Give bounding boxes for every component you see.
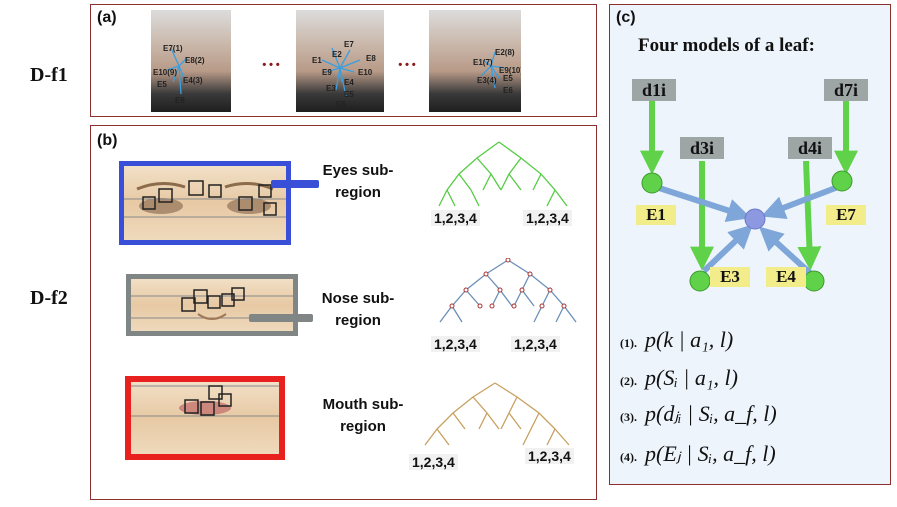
nose-region-box — [126, 274, 298, 336]
panel-b-tag: (b) — [97, 132, 118, 149]
landmark-label: E7(1) — [163, 44, 183, 53]
landmark-lines-left — [166, 47, 188, 95]
landmark-label: E1(7) — [473, 58, 493, 67]
landmark-label: E5 — [344, 90, 354, 99]
panel-a-tag: (a) — [97, 9, 117, 26]
formula-text: p(k | a₁, l) — [645, 327, 734, 352]
label-line: Eyes sub- — [322, 162, 394, 179]
tree-leaf-label: 1,2,3,4 — [431, 336, 480, 352]
landmark-label: E3(4) — [477, 76, 497, 85]
landmark-label: E4(3) — [183, 76, 203, 85]
formula-text: p(Eⱼ | Sᵢ, a_f, l) — [645, 441, 776, 466]
nose-sub-region-label: Nose sub- region — [313, 288, 403, 332]
formula-number: (3). — [620, 410, 637, 424]
mouth-tree — [424, 382, 570, 446]
landmark-lines-center — [321, 47, 361, 97]
formula-text: p(Sᵢ | a₁, l) — [645, 365, 738, 390]
eyes-sub-region-label: Eyes sub- region — [313, 160, 403, 204]
landmark-label: E2 — [332, 50, 342, 59]
formula-number: (1). — [620, 336, 637, 350]
tree-leaf-label: 1,2,3,4 — [525, 448, 574, 464]
panel-c-title: Four models of a leaf: — [638, 35, 815, 56]
label-line: Mouth sub- — [322, 396, 404, 413]
landmark-label: E10(9) — [153, 68, 178, 77]
mouth-region-box — [125, 376, 285, 460]
formula-number: (2). — [620, 374, 637, 388]
nose-patches — [181, 287, 245, 312]
landmark-label: E2(8) — [495, 48, 515, 57]
eyes-sketch — [119, 182, 291, 218]
eyes-patches — [142, 180, 277, 216]
landmark-label: E5 — [157, 80, 167, 89]
formula-2: (2). p(Sᵢ | a₁, l) — [620, 365, 738, 391]
node-label-e3: E3 — [710, 267, 750, 287]
face-image-center: E7 E2 E8 E1 E9 E10 E4 E3 E5 E6 — [296, 10, 384, 112]
label-line: region — [335, 184, 381, 201]
tree-leaf-label: 1,2,3,4 — [409, 454, 458, 470]
eyes-region-box — [119, 161, 291, 245]
landmark-label: E1 — [312, 56, 322, 65]
landmark-label: E10 — [358, 68, 373, 77]
formula-3: (3). p(dⱼᵢ | Sᵢ, a_f, l) — [620, 401, 777, 427]
landmark-lines-right — [480, 51, 506, 89]
input-box-d1i: d1i — [632, 79, 676, 101]
input-box-d3i: d3i — [680, 137, 724, 159]
nose-tree — [439, 258, 577, 323]
formula-4: (4). p(Eⱼ | Sᵢ, a_f, l) — [620, 441, 776, 467]
landmark-label: E6 — [336, 100, 346, 109]
landmark-label: E8(2) — [185, 56, 205, 65]
label-line: region — [340, 418, 386, 435]
face-image-right: E2(8) E1(7) E9(10) E3(4) E5 E6 — [429, 10, 521, 112]
input-box-d4i: d4i — [788, 137, 832, 159]
tree-leaf-label: 1,2,3,4 — [431, 210, 480, 226]
row-label-df2: D-f2 — [30, 287, 68, 309]
panel-b: (b) Eyes sub- region — [90, 125, 597, 500]
label-line: region — [335, 312, 381, 329]
face-image-left: E7(1) E8(2) E10(9) E5 E4(3) E6 — [151, 10, 231, 112]
landmark-label: E7 — [344, 40, 354, 49]
landmark-label: E9(10) — [499, 66, 521, 75]
formula-1: (1). p(k | a₁, l) — [620, 327, 733, 353]
ellipsis-right: … — [397, 49, 418, 71]
row-label-df1: D-f1 — [30, 64, 68, 86]
landmark-label: E3 — [326, 84, 336, 93]
tree-leaf-label: 1,2,3,4 — [511, 336, 560, 352]
formula-number: (4). — [620, 450, 637, 464]
mouth-sub-region-label: Mouth sub- region — [313, 394, 413, 438]
tree-leaf-label: 1,2,3,4 — [523, 210, 572, 226]
landmark-label: E4 — [344, 78, 354, 87]
eyes-connector — [271, 180, 319, 188]
ellipsis-left: … — [261, 49, 282, 71]
eyes-region-image — [119, 161, 291, 245]
formula-text: p(dⱼᵢ | Sᵢ, a_f, l) — [645, 401, 777, 426]
landmark-label: E9 — [322, 68, 332, 77]
mouth-patches — [184, 385, 232, 416]
landmark-label: E6 — [175, 96, 185, 105]
panel-c: (c) Four models of a leaf: — [609, 4, 891, 485]
landmark-label: E8 — [366, 54, 376, 63]
landmark-label: E5 — [503, 74, 513, 83]
leaf-model-graph — [640, 101, 858, 292]
node-label-e7: E7 — [826, 205, 866, 225]
mouth-region-image — [125, 376, 285, 460]
nose-connector — [249, 314, 313, 322]
node-label-e4: E4 — [766, 267, 806, 287]
landmark-label: E6 — [503, 86, 513, 95]
panel-c-tag: (c) — [616, 9, 636, 26]
eyes-tree — [438, 141, 568, 207]
node-label-e1: E1 — [636, 205, 676, 225]
panel-a: (a) E7(1) E8(2) E10(9) E5 E4(3) E6 … E — [90, 4, 597, 117]
label-line: Nose sub- — [321, 290, 395, 307]
input-box-d7i: d7i — [824, 79, 868, 101]
